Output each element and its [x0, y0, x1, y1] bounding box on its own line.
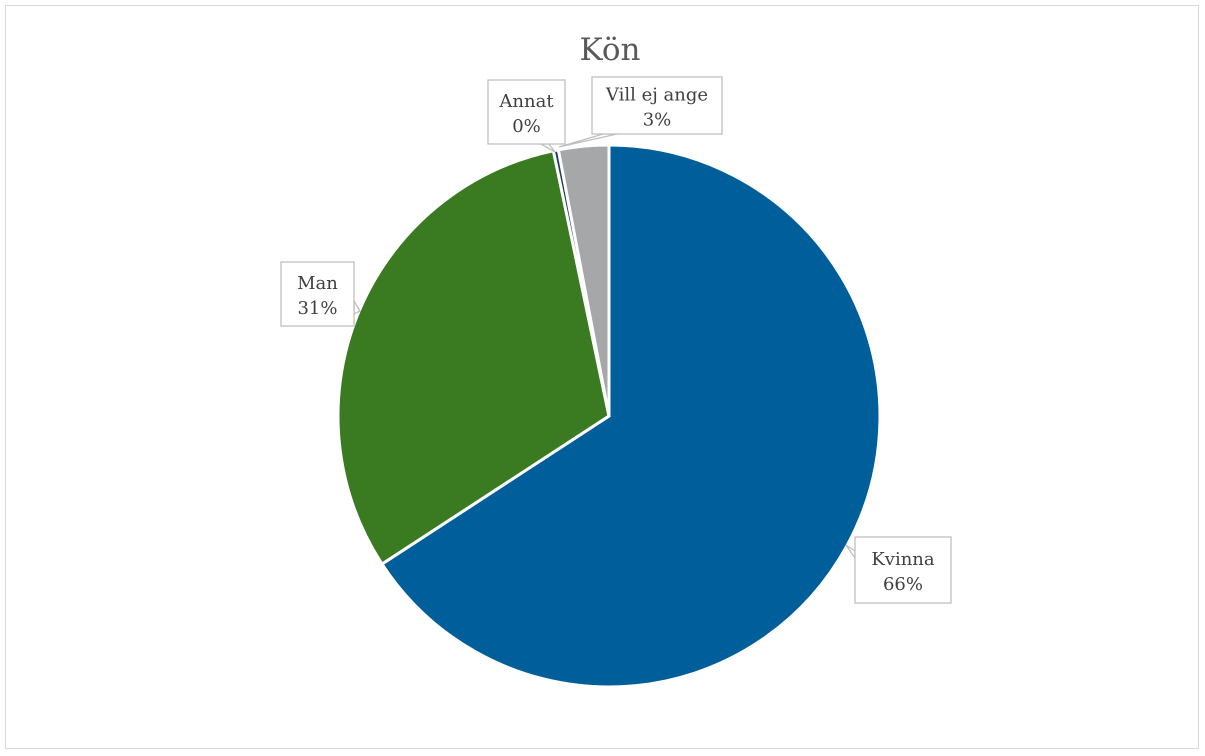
data-label-kvinna: Kvinna 66% — [845, 536, 952, 604]
data-label-value: 0% — [512, 116, 541, 137]
pie-slice-vill-ej-ange — [556, 143, 611, 417]
callout-box — [487, 79, 566, 145]
pie-slices — [336, 143, 882, 689]
data-label-category: Vill ej ange — [605, 85, 708, 106]
data-label-value: 66% — [883, 574, 923, 595]
data-label-category: Annat — [498, 91, 554, 112]
data-label-category: Kvinna — [871, 549, 935, 570]
data-label-value: 31% — [297, 298, 337, 319]
data-labels: Kvinna 66% Man 31% Annat 0% Vill ej ange 3% — [280, 76, 952, 604]
data-label-vill-ej-ange: Vill ej ange 3% — [558, 76, 723, 148]
callout-box — [591, 76, 723, 135]
callout-box — [280, 261, 355, 327]
callout-pointer — [845, 544, 856, 561]
data-label-man: Man 31% — [280, 261, 361, 327]
data-label-category: Man — [297, 273, 338, 294]
data-label-annat: Annat 0% — [487, 79, 566, 153]
callout-box — [854, 536, 952, 604]
chart-title: Kön — [580, 32, 641, 68]
data-label-value: 3% — [643, 110, 672, 131]
